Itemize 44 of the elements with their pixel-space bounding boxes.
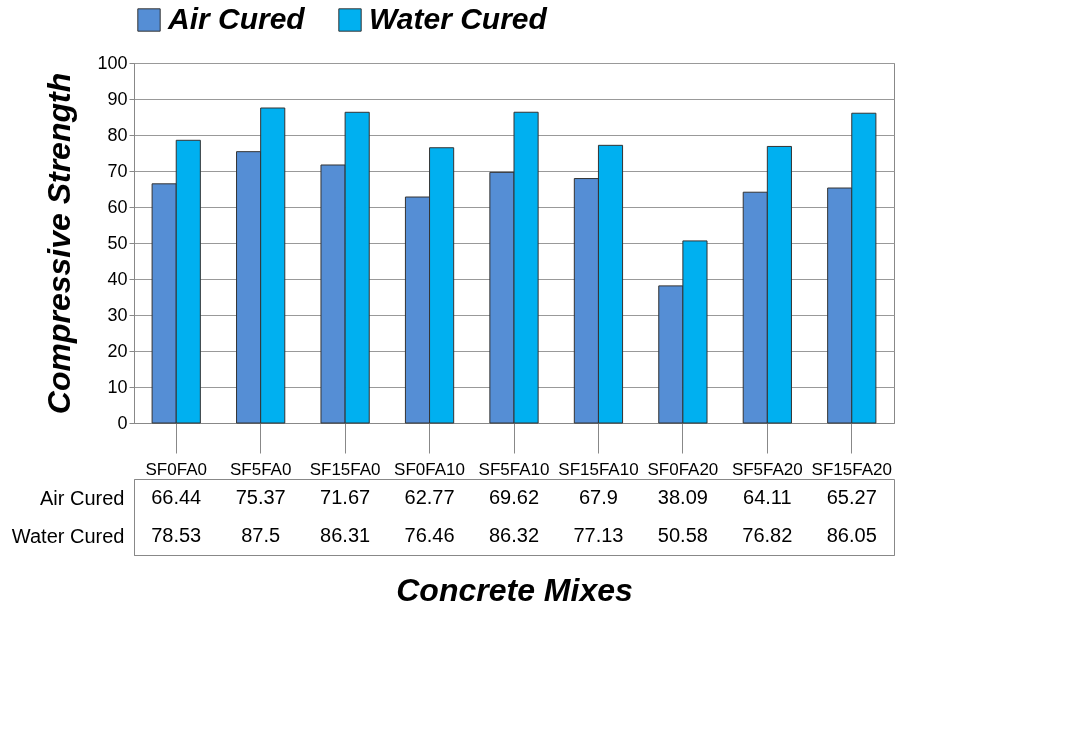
y-tick-label: 40 (107, 268, 128, 289)
x-tick-label: SF5FA20 (731, 459, 803, 479)
x-tick-label: SF0FA10 (394, 459, 465, 479)
y-tick-label: 100 (97, 52, 128, 73)
data-label: 65.27 (826, 486, 877, 508)
data-label: 76.46 (404, 524, 455, 546)
y-tick-label: 10 (107, 376, 128, 397)
y-axis-title: Compressive Strength (41, 72, 78, 415)
y-tick-label: 60 (107, 196, 128, 217)
data-label: 86.31 (320, 524, 371, 546)
data-label: 78.53 (151, 524, 202, 546)
x-tick-label: SF0FA0 (145, 459, 207, 479)
data-label: 66.44 (151, 486, 202, 508)
data-label: 87.5 (241, 524, 281, 546)
y-tick-label: 70 (107, 160, 128, 181)
data-label: 71.67 (320, 486, 371, 508)
text: Air Cured (40, 486, 125, 509)
legend-label: Air Cured (167, 2, 306, 35)
y-tick-label: 0 (117, 412, 128, 433)
y-tick-label: 80 (107, 124, 128, 145)
data-label: 62.77 (404, 486, 455, 508)
x-axis-title: Concrete Mixes (396, 571, 633, 608)
x-tick-label: SF5FA10 (478, 459, 550, 479)
data-label: 77.13 (573, 524, 624, 546)
data-label: 67.9 (578, 486, 618, 508)
data-label: 64.11 (743, 486, 792, 508)
y-tick-label: 50 (107, 232, 128, 253)
x-tick-label: SF0FA20 (647, 459, 719, 479)
x-tick-label: SF5FA0 (229, 459, 292, 479)
data-label: 76.82 (742, 524, 793, 546)
y-tick-label: 30 (107, 304, 128, 325)
data-label: 86.32 (488, 524, 540, 546)
data-label: 75.37 (235, 486, 286, 508)
y-tick-label: 90 (107, 88, 128, 109)
data-label: 69.62 (488, 486, 540, 508)
text: Water Cured (11, 524, 125, 547)
legend-label: Water Cured (369, 2, 548, 35)
x-tick-label: SF15FA10 (558, 459, 639, 479)
data-label: 50.58 (657, 524, 708, 546)
data-label: 38.09 (657, 486, 708, 508)
x-tick-label: SF15FA0 (309, 459, 381, 479)
y-tick-label: 20 (107, 340, 128, 361)
x-tick-label: SF15FA20 (811, 459, 892, 479)
data-label: 86.05 (826, 524, 877, 546)
